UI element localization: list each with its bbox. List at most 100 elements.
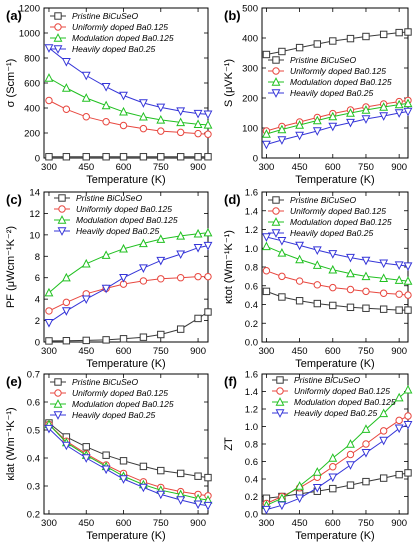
data-point xyxy=(44,319,54,328)
data-point xyxy=(81,258,91,268)
legend-label: Uniformly doped Ba0.125 xyxy=(290,66,386,76)
data-point xyxy=(362,477,370,486)
data-point xyxy=(329,484,337,493)
data-point xyxy=(157,153,165,161)
legend-marker xyxy=(53,411,63,420)
data-point xyxy=(176,153,185,161)
data-point xyxy=(176,250,186,260)
data-point xyxy=(101,284,111,294)
y-tick-label: 400 xyxy=(24,104,40,115)
data-point xyxy=(277,501,287,511)
y-tick-label: 0 xyxy=(253,154,258,165)
data-point xyxy=(176,107,186,117)
data-point xyxy=(44,73,54,82)
series-3 xyxy=(44,424,213,511)
data-point xyxy=(62,298,71,307)
y-tick-label: 0.0 xyxy=(245,510,258,521)
legend-marker xyxy=(53,399,63,408)
legend-label: Modulation doped Ba0.125 xyxy=(294,397,396,407)
y-tick-label: 0.6 xyxy=(245,457,258,468)
series-line xyxy=(266,245,409,282)
data-point xyxy=(194,153,202,161)
y-tick-label: 0.4 xyxy=(245,300,258,311)
legend-marker xyxy=(271,89,281,98)
series-line xyxy=(48,245,209,324)
y-tick-label: 0.2 xyxy=(245,319,258,330)
data-point xyxy=(278,272,286,281)
series-2 xyxy=(262,241,413,285)
data-point xyxy=(193,109,203,119)
data-point xyxy=(379,289,388,297)
legend-label: Modulation doped Ba0.125 xyxy=(290,77,392,87)
data-point xyxy=(346,34,355,43)
panel-label: (e) xyxy=(6,374,22,389)
data-point xyxy=(44,424,54,434)
x-tick-label: 750 xyxy=(153,518,169,529)
panel-label: (b) xyxy=(224,8,241,23)
legend-marker xyxy=(53,33,63,42)
series-1 xyxy=(262,412,412,508)
legend-label: Uniformly doped Ba0.125 xyxy=(294,386,390,396)
data-point xyxy=(45,96,53,105)
x-tick-label: 600 xyxy=(325,346,341,357)
x-axis-title: Temperature (K) xyxy=(295,530,374,542)
legend-label: Uniformly doped Ba0.125 xyxy=(76,204,172,214)
data-point xyxy=(194,472,202,480)
data-point xyxy=(62,105,71,113)
panel-label: (d) xyxy=(224,192,241,207)
data-point xyxy=(119,106,128,116)
data-point xyxy=(394,392,404,402)
y-tick-label: 1.0 xyxy=(245,244,258,255)
data-point xyxy=(203,241,213,251)
panel-label: (c) xyxy=(6,192,22,207)
data-point xyxy=(312,115,322,125)
y-tick-label: 300 xyxy=(242,64,258,75)
y-tick-label: 0 xyxy=(35,154,40,165)
series-line xyxy=(48,422,209,479)
data-point xyxy=(176,128,185,137)
series-line xyxy=(266,290,408,311)
series-2 xyxy=(262,384,413,509)
series-2 xyxy=(44,73,213,129)
y-tick-label: 0.5 xyxy=(27,426,40,437)
data-point xyxy=(328,473,338,483)
data-point xyxy=(176,231,186,240)
x-tick-label: 300 xyxy=(258,346,274,357)
data-point xyxy=(138,99,148,108)
data-point xyxy=(362,440,370,448)
y-tick-label: 14 xyxy=(29,188,40,199)
y-tick-label: 0.4 xyxy=(245,475,258,486)
data-point xyxy=(203,119,213,129)
data-point xyxy=(313,299,322,308)
data-point xyxy=(395,290,403,298)
data-point xyxy=(193,228,203,238)
y-tick-label: 200 xyxy=(24,129,40,140)
x-tick-label: 600 xyxy=(116,162,132,173)
y-tick-label: 400 xyxy=(242,34,258,45)
data-point xyxy=(329,37,337,45)
data-point xyxy=(312,260,322,269)
data-point xyxy=(119,153,128,161)
data-point xyxy=(295,277,304,285)
data-point xyxy=(394,99,404,109)
data-point xyxy=(379,305,388,313)
legend-label: Heavily doped Ba0.25 xyxy=(290,228,373,238)
data-point xyxy=(403,421,413,430)
legend-marker xyxy=(272,207,280,215)
data-point xyxy=(295,481,305,490)
data-point xyxy=(379,102,389,111)
data-point xyxy=(277,237,287,246)
data-point xyxy=(328,111,338,121)
series-line xyxy=(48,424,209,497)
data-point xyxy=(404,469,412,477)
data-point xyxy=(329,283,337,292)
data-point xyxy=(361,256,371,266)
data-point xyxy=(346,481,355,489)
y-tick-label: 4 xyxy=(35,295,40,306)
data-point xyxy=(194,314,202,323)
y-tick-label: 0.7 xyxy=(27,370,40,381)
data-point xyxy=(193,244,203,253)
y-tick-label: 0.4 xyxy=(27,454,40,465)
